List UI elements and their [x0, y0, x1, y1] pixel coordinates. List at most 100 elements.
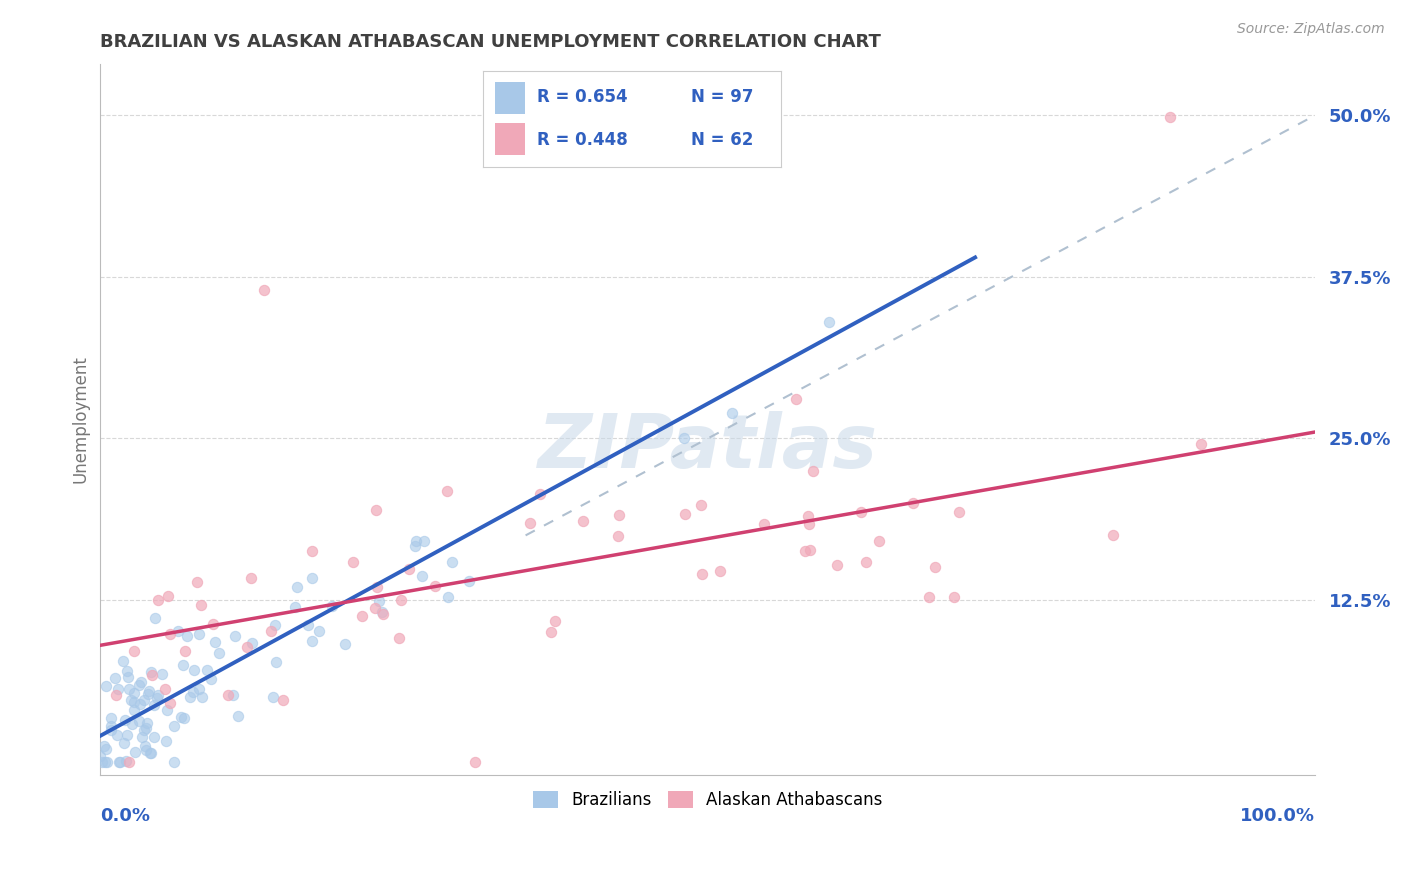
Point — [118, 681, 141, 696]
Point — [96, 755, 118, 769]
Point — [226, 709, 249, 723]
Point — [112, 654, 135, 668]
Point — [134, 692, 156, 706]
Point — [285, 580, 308, 594]
Point — [240, 636, 263, 650]
Point — [93, 739, 115, 754]
Point — [172, 657, 194, 672]
Point — [134, 739, 156, 753]
Point — [388, 631, 411, 645]
Point — [437, 591, 460, 605]
Point — [155, 734, 177, 748]
Point — [1159, 110, 1181, 124]
Point — [107, 681, 129, 696]
Point — [163, 719, 186, 733]
Point — [398, 561, 420, 575]
Point — [673, 507, 696, 521]
Point — [901, 496, 924, 510]
Point — [117, 670, 139, 684]
Point — [173, 644, 195, 658]
Point — [148, 688, 170, 702]
Point — [797, 517, 820, 532]
Point — [114, 713, 136, 727]
Y-axis label: Unemployment: Unemployment — [72, 355, 89, 483]
Point — [262, 690, 284, 705]
Point — [186, 574, 208, 589]
Point — [364, 601, 387, 615]
Point — [342, 555, 364, 569]
Point — [120, 693, 142, 707]
Point — [122, 695, 145, 709]
Point — [690, 566, 713, 581]
Point — [301, 571, 323, 585]
Point — [606, 529, 628, 543]
Point — [371, 605, 394, 619]
Point — [124, 686, 146, 700]
Point — [458, 574, 481, 589]
Point — [796, 508, 818, 523]
Point — [128, 714, 150, 728]
Point — [195, 664, 218, 678]
Point — [571, 514, 593, 528]
Point — [159, 626, 181, 640]
Point — [284, 599, 307, 614]
Point — [868, 534, 890, 549]
Point — [672, 432, 695, 446]
Point — [333, 637, 356, 651]
Point — [236, 640, 259, 655]
Point — [100, 711, 122, 725]
Text: ZIPatlas: ZIPatlas — [538, 411, 877, 484]
Point — [112, 736, 135, 750]
Point — [208, 646, 231, 660]
Point — [297, 618, 319, 632]
Text: 100.0%: 100.0% — [1240, 806, 1315, 824]
Point — [190, 690, 212, 705]
Point — [412, 534, 434, 549]
Point — [139, 665, 162, 679]
Point — [405, 534, 427, 549]
Point — [136, 715, 159, 730]
Point — [143, 698, 166, 712]
Point — [145, 691, 167, 706]
Point — [124, 746, 146, 760]
Point — [91, 755, 114, 769]
Point — [141, 667, 163, 681]
Text: 0.0%: 0.0% — [100, 806, 150, 824]
Point — [150, 667, 173, 681]
Point — [690, 498, 713, 512]
Point — [153, 681, 176, 696]
Point — [129, 698, 152, 712]
Point — [94, 742, 117, 756]
Point — [464, 755, 486, 769]
Point — [423, 579, 446, 593]
Point — [371, 607, 394, 622]
Point — [849, 505, 872, 519]
Point — [366, 581, 388, 595]
Point — [128, 678, 150, 692]
Point — [94, 679, 117, 693]
Point — [134, 723, 156, 737]
Point — [404, 539, 426, 553]
Point — [129, 674, 152, 689]
Point — [308, 624, 330, 639]
Point — [202, 616, 225, 631]
Point — [441, 555, 464, 569]
Point — [187, 682, 209, 697]
Point — [200, 672, 222, 686]
Point — [100, 718, 122, 732]
Point — [159, 696, 181, 710]
Point — [163, 755, 186, 769]
Point — [117, 728, 139, 742]
Point — [222, 688, 245, 702]
Point — [924, 560, 946, 574]
Point — [167, 624, 190, 639]
Point — [264, 617, 287, 632]
Point — [752, 516, 775, 531]
Point — [785, 392, 807, 406]
Text: Source: ZipAtlas.com: Source: ZipAtlas.com — [1237, 22, 1385, 37]
Point — [321, 599, 343, 613]
Point — [1189, 437, 1212, 451]
Point — [122, 644, 145, 658]
Point — [948, 505, 970, 519]
Point — [117, 664, 139, 678]
